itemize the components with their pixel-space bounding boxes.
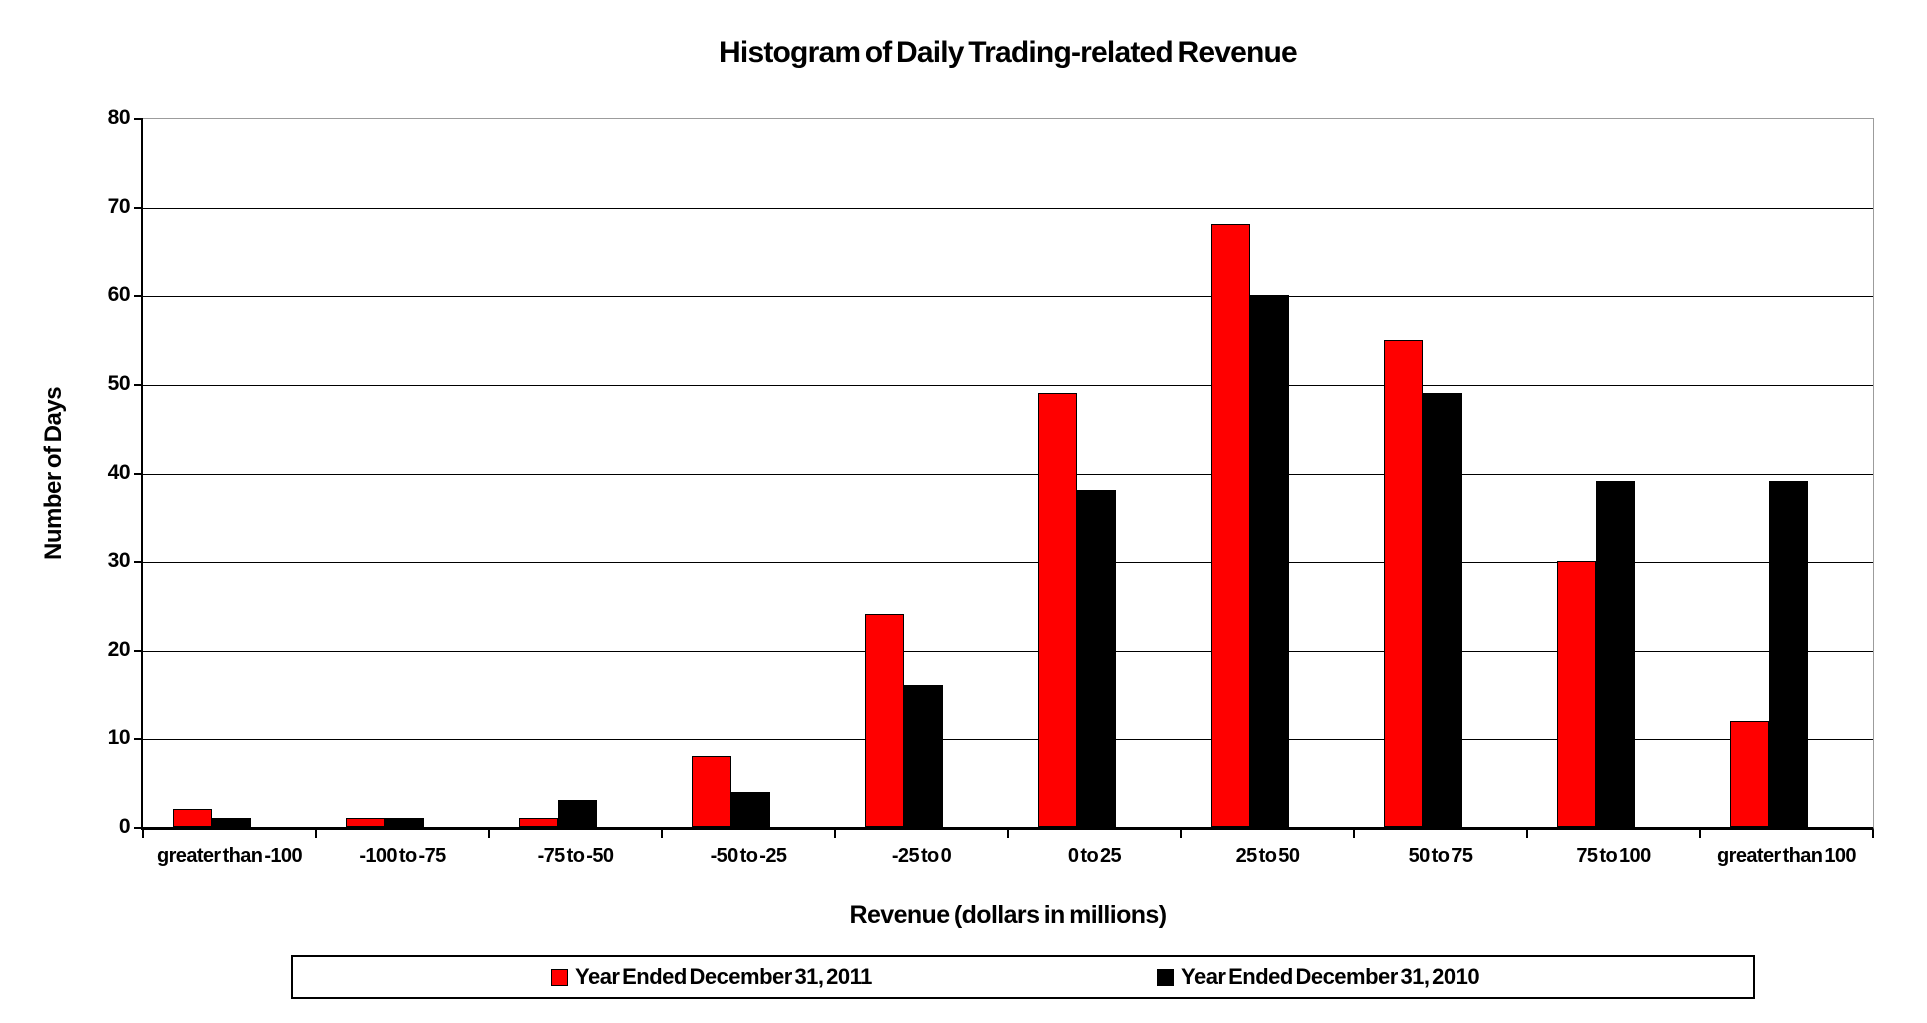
bar-2011-cat8 — [1557, 561, 1596, 827]
x-tick-0 — [142, 830, 144, 838]
x-category-label-2: -75 to -50 — [537, 845, 614, 867]
bar-2010-cat4 — [904, 685, 943, 827]
bar-2011-cat3 — [692, 756, 731, 827]
bar-2011-cat6 — [1211, 224, 1250, 827]
x-tick-2 — [488, 830, 490, 838]
bar-2010-cat6 — [1250, 295, 1289, 827]
x-tick-10 — [1872, 830, 1874, 838]
x-tick-7 — [1353, 830, 1355, 838]
legend-label-2010: Year Ended December 31, 2010 — [1181, 964, 1480, 989]
y-tick-10 — [134, 738, 143, 740]
chart-title: Histogram of Daily Trading-related Reven… — [719, 36, 1298, 69]
y-tick-30 — [134, 561, 143, 563]
x-category-label-0: greater than -100 — [157, 845, 303, 867]
y-tick-label-10: 10 — [107, 726, 131, 749]
gridline-40 — [143, 474, 1873, 475]
bar-2011-cat9 — [1730, 721, 1769, 827]
x-category-label-5: 0 to 25 — [1067, 845, 1122, 867]
y-tick-0 — [134, 827, 143, 829]
y-tick-20 — [134, 650, 143, 652]
legend-label-2011: Year Ended December 31, 2011 — [575, 964, 872, 989]
bar-2010-cat1 — [385, 818, 424, 827]
bar-2010-cat2 — [558, 800, 597, 827]
x-category-label-8: 75 to 100 — [1576, 845, 1651, 867]
y-tick-label-20: 20 — [107, 638, 131, 661]
bar-2011-cat1 — [346, 818, 385, 827]
gridline-60 — [143, 296, 1873, 297]
legend-item-2010: Year Ended December 31, 2010 — [1157, 957, 1480, 997]
legend-marker-2011-icon — [551, 968, 568, 986]
x-tick-6 — [1180, 830, 1182, 838]
x-category-label-4: -25 to 0 — [891, 845, 952, 867]
legend: Year Ended December 31, 2011 Year Ended … — [291, 955, 1755, 999]
y-tick-label-0: 0 — [118, 815, 131, 838]
x-tick-9 — [1699, 830, 1701, 838]
bar-2011-cat5 — [1038, 393, 1077, 827]
y-tick-label-60: 60 — [107, 283, 131, 306]
gridline-20 — [143, 651, 1873, 652]
y-tick-label-50: 50 — [107, 372, 131, 395]
bar-2010-cat8 — [1596, 481, 1635, 827]
plot-area — [141, 118, 1874, 830]
bar-2010-cat0 — [212, 818, 251, 827]
y-tick-label-80: 80 — [107, 106, 131, 129]
x-axis-title: Revenue (dollars in millions) — [849, 901, 1168, 929]
gridline-50 — [143, 385, 1873, 386]
x-tick-1 — [315, 830, 317, 838]
gridline-30 — [143, 562, 1873, 563]
x-category-label-9: greater than 100 — [1717, 845, 1857, 867]
x-tick-5 — [1007, 830, 1009, 838]
legend-item-2011: Year Ended December 31, 2011 — [551, 957, 872, 997]
x-tick-4 — [834, 830, 836, 838]
y-tick-40 — [134, 473, 143, 475]
x-category-label-3: -50 to -25 — [710, 845, 787, 867]
y-tick-50 — [134, 384, 143, 386]
bar-2011-cat2 — [519, 818, 558, 827]
y-tick-80 — [134, 118, 143, 120]
bar-2010-cat9 — [1769, 481, 1808, 827]
x-category-label-1: -100 to -75 — [359, 845, 446, 867]
x-category-label-7: 50 to 75 — [1408, 845, 1473, 867]
bar-2011-cat4 — [865, 614, 904, 827]
bar-2010-cat3 — [731, 792, 770, 827]
x-tick-8 — [1526, 830, 1528, 838]
legend-marker-2010-icon — [1157, 968, 1174, 986]
bar-2010-cat7 — [1423, 393, 1462, 827]
gridline-70 — [143, 208, 1873, 209]
y-tick-label-40: 40 — [107, 461, 131, 484]
y-tick-label-30: 30 — [107, 549, 131, 572]
gridline-10 — [143, 739, 1873, 740]
y-tick-70 — [134, 207, 143, 209]
x-tick-3 — [661, 830, 663, 838]
bar-2011-cat7 — [1384, 340, 1423, 827]
y-tick-60 — [134, 295, 143, 297]
y-tick-label-70: 70 — [107, 195, 131, 218]
bar-2011-cat0 — [173, 809, 212, 827]
x-category-label-6: 25 to 50 — [1235, 845, 1300, 867]
bar-2010-cat5 — [1077, 490, 1116, 827]
